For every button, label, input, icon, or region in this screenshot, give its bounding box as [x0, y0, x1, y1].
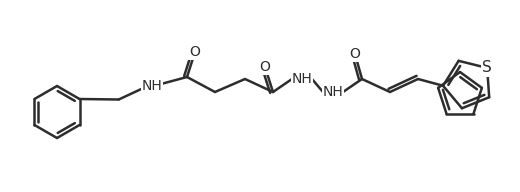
Text: O: O [259, 60, 270, 74]
Text: NH: NH [141, 79, 162, 93]
Text: S: S [482, 60, 492, 75]
Text: O: O [190, 45, 200, 59]
Text: NH: NH [292, 72, 313, 86]
Text: NH: NH [322, 85, 343, 99]
Text: O: O [349, 47, 360, 61]
